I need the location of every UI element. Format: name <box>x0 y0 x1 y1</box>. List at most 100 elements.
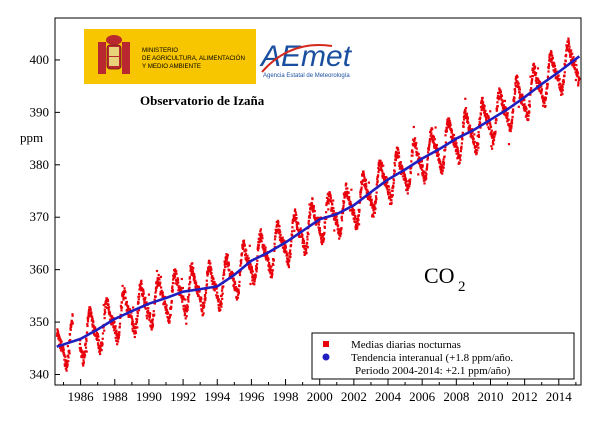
daily-point <box>131 320 134 323</box>
daily-point <box>496 101 499 104</box>
daily-point <box>303 242 306 245</box>
daily-point <box>571 57 574 60</box>
daily-point <box>382 164 385 167</box>
daily-point <box>411 154 414 157</box>
daily-point <box>121 292 124 295</box>
daily-point <box>257 249 260 252</box>
x-tick-label: 1990 <box>136 389 162 404</box>
daily-point <box>499 90 502 93</box>
daily-point <box>503 108 506 111</box>
daily-point <box>100 349 103 352</box>
daily-point <box>551 63 554 66</box>
daily-point <box>64 363 67 366</box>
daily-point <box>97 335 100 338</box>
daily-point <box>71 322 74 325</box>
daily-point <box>271 273 274 276</box>
daily-point <box>156 279 159 282</box>
daily-point <box>153 313 156 316</box>
daily-point <box>359 195 362 199</box>
y-tick-label: 380 <box>30 157 50 172</box>
daily-point <box>370 198 373 201</box>
daily-point <box>117 337 120 340</box>
daily-point <box>380 165 383 168</box>
daily-point <box>116 343 119 346</box>
daily-point <box>429 131 432 134</box>
daily-point <box>440 164 443 167</box>
daily-point <box>458 156 461 159</box>
daily-point <box>484 109 487 112</box>
daily-point <box>432 136 435 139</box>
daily-point <box>208 259 211 262</box>
daily-point <box>351 207 354 210</box>
daily-point <box>263 251 266 254</box>
daily-point <box>311 198 314 201</box>
daily-point <box>230 270 233 273</box>
daily-point <box>381 169 384 173</box>
daily-point <box>181 286 184 290</box>
daily-point <box>371 213 374 216</box>
daily-point <box>147 293 150 296</box>
daily-point <box>289 249 292 252</box>
daily-point <box>414 146 417 149</box>
daily-point <box>284 245 287 249</box>
daily-point <box>346 194 349 197</box>
daily-point <box>557 74 560 77</box>
daily-point <box>187 298 190 301</box>
daily-point <box>241 247 245 250</box>
daily-point <box>567 37 570 40</box>
daily-point <box>103 308 106 311</box>
daily-point <box>180 288 183 291</box>
daily-point <box>546 87 549 90</box>
daily-point <box>466 119 469 122</box>
daily-point <box>349 203 353 206</box>
daily-point <box>496 105 499 108</box>
daily-point <box>463 114 466 117</box>
daily-point <box>191 271 194 274</box>
daily-point <box>536 67 540 70</box>
daily-point <box>183 314 186 317</box>
daily-point <box>464 108 467 111</box>
daily-point <box>143 298 147 301</box>
daily-point <box>113 329 116 332</box>
daily-point <box>123 289 126 292</box>
daily-point <box>201 309 204 312</box>
daily-point <box>141 294 144 298</box>
daily-point <box>373 211 376 214</box>
daily-point <box>185 322 188 325</box>
daily-point <box>362 174 366 177</box>
daily-point <box>411 151 414 154</box>
daily-point <box>371 202 374 205</box>
daily-point <box>409 172 412 175</box>
daily-point <box>477 133 480 137</box>
daily-point <box>156 284 159 287</box>
daily-point <box>139 284 142 287</box>
daily-point <box>245 249 248 252</box>
daily-point <box>492 137 495 140</box>
daily-point <box>115 329 118 332</box>
daily-point <box>208 268 211 271</box>
daily-point <box>397 151 400 154</box>
daily-point <box>445 127 448 130</box>
daily-point <box>421 164 424 167</box>
daily-point <box>111 315 114 318</box>
daily-point <box>136 326 139 329</box>
daily-point <box>192 278 195 281</box>
y-tick-label: 360 <box>30 262 50 277</box>
daily-point <box>414 144 417 147</box>
daily-point <box>545 92 548 95</box>
daily-point <box>148 316 151 319</box>
daily-point <box>108 306 111 309</box>
daily-point <box>473 146 476 149</box>
daily-point <box>546 83 549 86</box>
daily-point <box>62 350 65 353</box>
daily-point <box>161 294 165 297</box>
daily-point <box>406 188 409 192</box>
daily-point <box>65 361 68 364</box>
daily-point <box>452 133 456 137</box>
daily-point <box>67 360 70 363</box>
daily-point <box>144 296 147 299</box>
daily-point <box>401 166 404 169</box>
daily-point <box>506 112 509 115</box>
daily-point <box>171 290 174 293</box>
daily-point <box>118 331 121 334</box>
